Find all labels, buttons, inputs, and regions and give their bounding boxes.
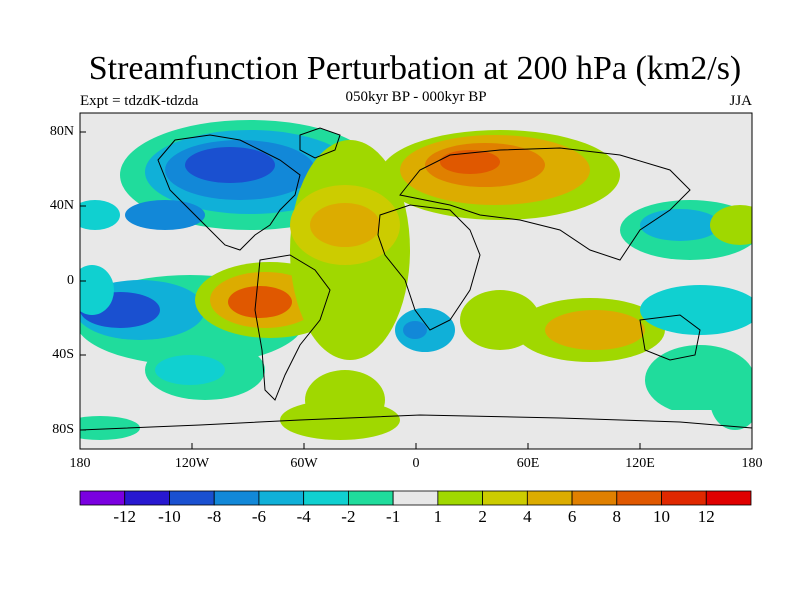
lon-tick-label: 60W [290, 456, 318, 471]
colorbar-label: 8 [612, 507, 622, 526]
field-region [80, 200, 120, 230]
field-region [710, 205, 752, 245]
field-region [80, 416, 140, 440]
chart-subtitle: 050kyr BP - 000kyr BP [345, 89, 487, 105]
lon-tick-label: 180 [741, 456, 763, 471]
field-region [640, 209, 720, 241]
chart-title: Streamfunction Perturbation at 200 hPa (… [88, 50, 742, 87]
lon-tick-label: 120E [625, 456, 655, 471]
lat-tick-label: 80N [49, 124, 74, 139]
colorbar-label: -8 [207, 507, 222, 526]
lat-tick-label: 40S [52, 347, 74, 362]
colorbar-label: 1 [433, 507, 443, 526]
field-region [545, 310, 645, 350]
antarctica-coast [80, 414, 752, 431]
colorbar-label: 2 [478, 507, 487, 526]
south-america-coast [254, 254, 331, 401]
lat-tick-label: 80S [52, 422, 74, 437]
lon-tick-label: 0 [412, 456, 420, 471]
colorbar-label: -2 [341, 507, 356, 526]
axis-ticks [79, 131, 753, 449]
eurasia-coast [399, 147, 691, 261]
lon-tick-label: 60E [516, 456, 540, 471]
lon-tick-label: 180 [69, 456, 91, 471]
colorbar-label: 4 [523, 507, 532, 526]
colorbar-label: -10 [158, 507, 181, 526]
field-region [310, 203, 380, 247]
field-region [125, 200, 205, 230]
lon-tick-label: 120W [174, 456, 210, 471]
experiment-label: Expt = tdzdK-tdzda [80, 93, 199, 109]
colorbar-label: 12 [697, 507, 715, 526]
lat-tick-label: 40N [49, 198, 74, 213]
field-region [440, 150, 500, 174]
colorbar-label: -6 [251, 507, 267, 526]
field-region [640, 285, 752, 335]
greenland-coast [299, 127, 341, 159]
field-region [710, 370, 752, 430]
field-region [403, 321, 427, 339]
season-label: JJA [729, 93, 752, 109]
colorbar-label: -12 [113, 507, 137, 526]
colorbar-label: -1 [386, 507, 401, 526]
field-region [80, 410, 752, 440]
colorbar-label: -4 [296, 507, 311, 526]
field-region [80, 265, 114, 315]
field-region [460, 290, 540, 350]
colorbar-label: 10 [653, 507, 671, 526]
australia-coast [639, 314, 701, 361]
field-region [280, 400, 400, 440]
field-region [155, 355, 225, 385]
field-region [228, 286, 292, 318]
lat-tick-label: 0 [67, 273, 74, 288]
field-region [185, 147, 275, 183]
africa-coast [377, 204, 481, 331]
coastlines [80, 127, 752, 431]
colorbar-label: 6 [567, 507, 577, 526]
north-america-coast [157, 134, 301, 251]
